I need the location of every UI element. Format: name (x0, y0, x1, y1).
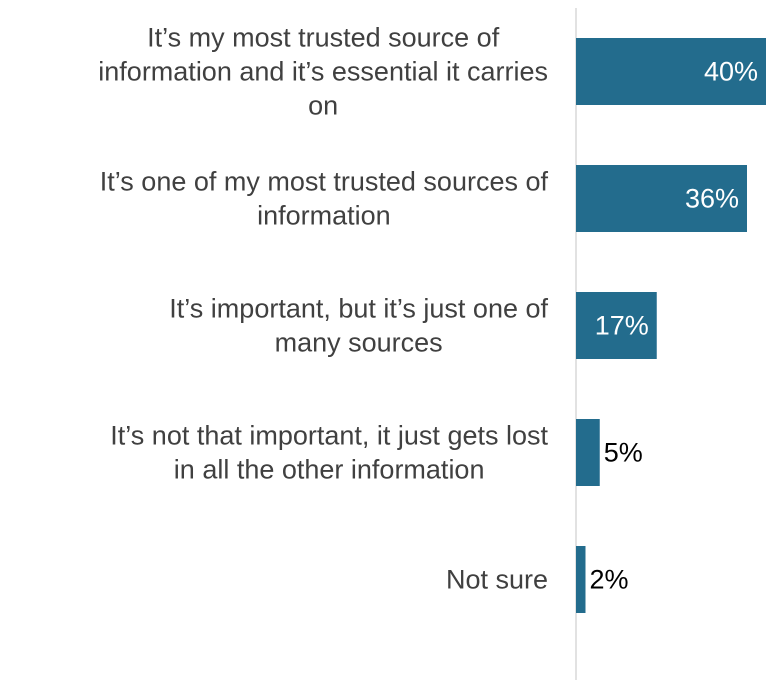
category-label-5: Not sure (446, 565, 548, 595)
category-label-5-line-1: Not sure (446, 565, 548, 595)
category-label-2-line-2: information (257, 201, 391, 231)
category-label-4: It’s not that important, it just gets lo… (110, 421, 548, 485)
value-label-2: 36% (685, 184, 739, 214)
category-label-1-line-2: information and it’s essential it carrie… (98, 57, 548, 87)
bar-4 (576, 419, 600, 486)
category-label-1-line-3: on (308, 91, 338, 121)
category-label-4-line-2: in all the other information (174, 455, 485, 485)
category-label-2: It’s one of my most trusted sources of in… (100, 167, 549, 231)
bar-5 (576, 546, 586, 613)
category-labels-group: It’s my most trusted source of informatio… (98, 23, 548, 595)
category-label-2-line-1: It’s one of my most trusted sources of (100, 167, 549, 197)
bar-2 (576, 165, 747, 232)
value-labels-group: 40% 36% 17% 5% 2% (590, 57, 759, 595)
bars-group (576, 38, 766, 613)
bar-1 (576, 38, 766, 105)
bar-3 (576, 292, 657, 359)
category-label-3-line-2: many sources (275, 328, 443, 358)
value-label-4: 5% (604, 438, 643, 468)
value-label-3: 17% (595, 311, 649, 341)
value-label-5: 2% (590, 565, 629, 595)
category-label-3: It’s important, but it’s just one of many… (169, 294, 548, 358)
category-label-1-line-1: It’s my most trusted source of (147, 23, 500, 53)
category-label-4-line-1: It’s not that important, it just gets lo… (110, 421, 548, 451)
category-label-1: It’s my most trusted source of informatio… (98, 23, 548, 121)
category-label-3-line-1: It’s important, but it’s just one of (169, 294, 548, 324)
value-label-1: 40% (704, 57, 758, 87)
